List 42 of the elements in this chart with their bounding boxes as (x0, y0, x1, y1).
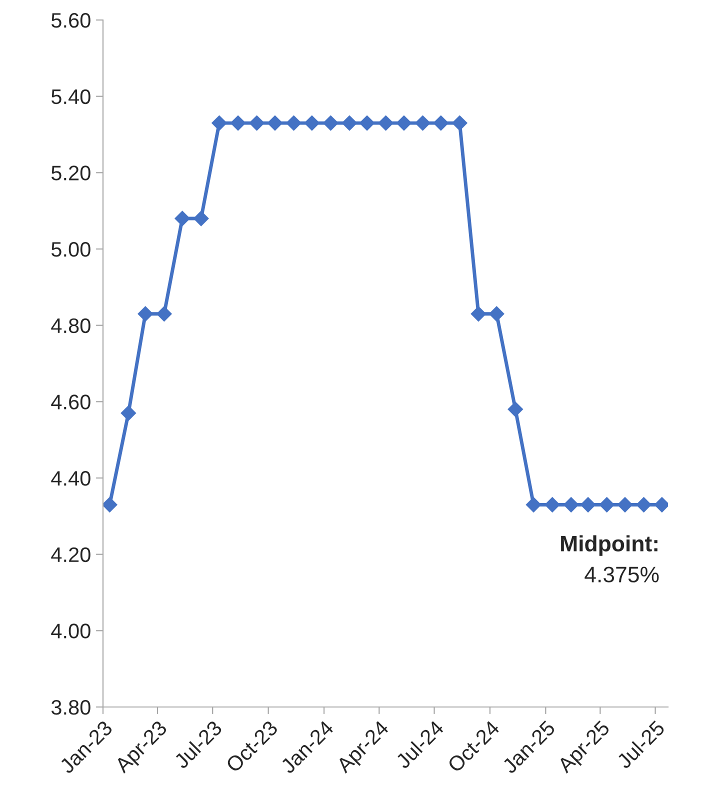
y-tick-label: 4.20 (51, 547, 90, 562)
point (636, 496, 652, 513)
y-tick-label: 4.60 (51, 394, 90, 410)
point (378, 115, 394, 131)
annotation: 4.375% (584, 566, 659, 582)
point (230, 115, 246, 131)
point (563, 496, 579, 513)
y-tick-label: 3.80 (51, 700, 90, 715)
point (470, 306, 486, 322)
point (414, 115, 431, 131)
y-tick-label: 4.80 (51, 318, 90, 334)
point (267, 115, 283, 131)
point (526, 496, 542, 513)
point (304, 115, 320, 131)
point (342, 115, 358, 131)
y-tick-label: 5.20 (51, 166, 90, 180)
point (120, 405, 136, 421)
point (452, 115, 468, 131)
point (508, 401, 524, 418)
point (617, 496, 633, 513)
point (193, 210, 209, 226)
point (359, 115, 375, 131)
point (103, 496, 118, 513)
y-tick-label: 4.00 (51, 624, 90, 638)
point (211, 115, 228, 131)
point (174, 210, 190, 226)
y-tick-label: 4.40 (51, 471, 90, 486)
y-tick-label: 5.00 (51, 242, 90, 257)
point (138, 306, 154, 322)
y-tick-label: 5.60 (51, 13, 90, 28)
point (433, 115, 449, 131)
point (544, 496, 560, 513)
point (156, 306, 172, 322)
point (488, 306, 504, 322)
point (396, 115, 412, 131)
point (248, 115, 265, 131)
annotation: Midpoint: (561, 535, 658, 556)
point (580, 496, 596, 513)
point (286, 115, 302, 131)
point (598, 496, 615, 513)
y-tick-label: 5.40 (51, 89, 90, 104)
point (322, 115, 339, 131)
